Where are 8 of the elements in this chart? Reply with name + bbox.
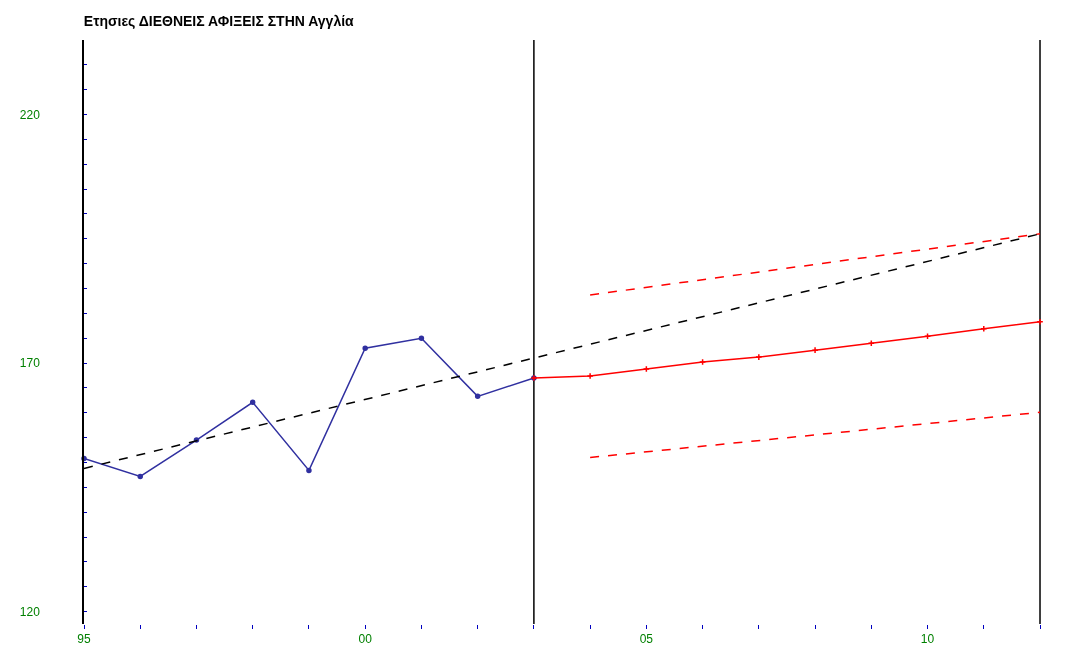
x-tick-label: 05 xyxy=(639,632,654,647)
x-tick-label: 95 xyxy=(77,632,91,647)
y-tick-label: 120 xyxy=(19,604,41,619)
chart-title: Ετησιες ΔΙΕΘΝΕΙΣ ΑΦΙΞΕΙΣ ΣΤΗΝ Αγγλία xyxy=(83,13,355,29)
x-tick-label: 00 xyxy=(358,632,373,647)
y-tick-label: 220 xyxy=(19,107,41,122)
x-tick-label: 10 xyxy=(920,632,935,647)
y-tick-label: 170 xyxy=(19,356,41,371)
